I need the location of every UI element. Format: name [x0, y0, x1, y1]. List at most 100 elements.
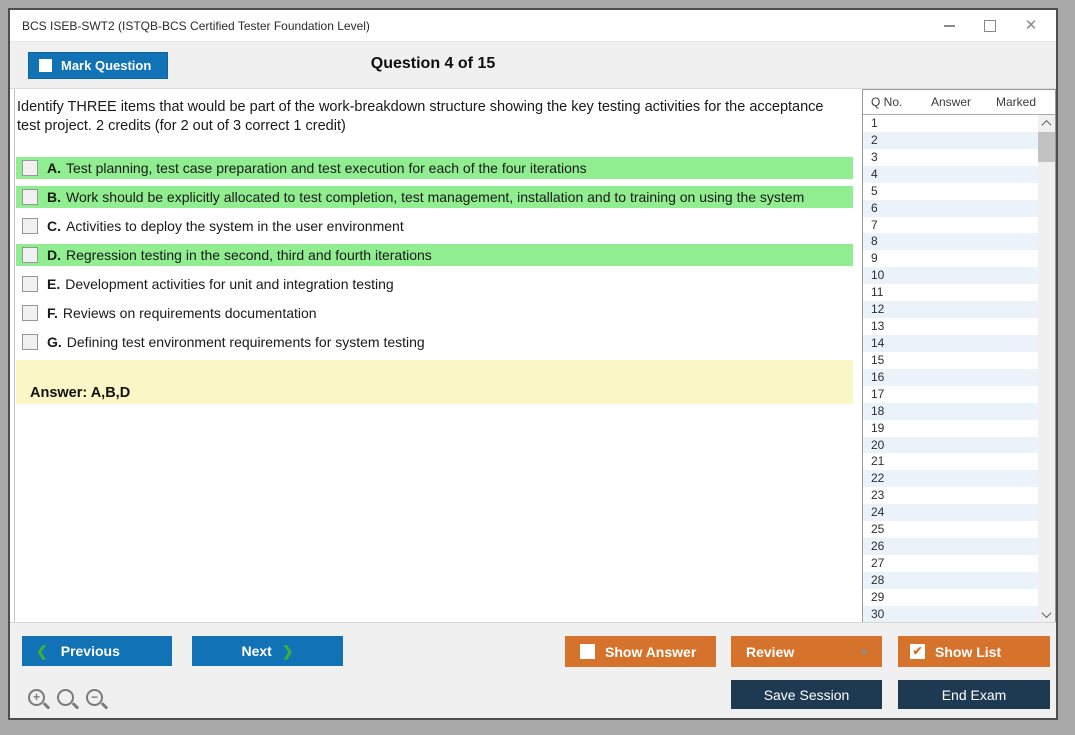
question-marked-cell [975, 453, 1030, 470]
option-checkbox[interactable] [22, 218, 38, 234]
question-list-row[interactable]: 30 [863, 605, 1038, 622]
question-list-row[interactable]: 29 [863, 589, 1038, 606]
question-list-row[interactable]: 16 [863, 368, 1038, 386]
question-answer-cell [915, 453, 975, 470]
option-row-a[interactable]: A. Test planning, test case preparation a… [16, 157, 853, 179]
question-list-row[interactable]: 7 [863, 217, 1038, 234]
zoom-out-icon[interactable]: − [86, 689, 103, 706]
question-marked-cell [975, 352, 1030, 369]
option-letter: D. [47, 247, 61, 263]
question-number: 25 [871, 522, 885, 537]
zoom-reset-icon[interactable] [57, 689, 74, 706]
option-row-c[interactable]: C. Activities to deploy the system in the… [16, 215, 853, 237]
zoom-in-icon[interactable]: + [28, 689, 45, 706]
question-number: 2 [871, 132, 878, 147]
question-list-row[interactable]: 14 [863, 334, 1038, 352]
option-checkbox[interactable] [22, 334, 38, 350]
question-text: Identify THREE items that would be part … [17, 99, 824, 134]
next-button[interactable]: Next ❯ [192, 636, 343, 666]
question-answer-cell [915, 115, 975, 132]
question-list-row[interactable]: 1 [863, 115, 1038, 132]
option-checkbox[interactable] [22, 247, 38, 263]
previous-button[interactable]: ❮ Previous [22, 636, 172, 666]
option-checkbox[interactable] [22, 189, 38, 205]
question-list-row[interactable]: 19 [863, 420, 1038, 437]
question-marked-cell [975, 301, 1030, 318]
scroll-down-icon[interactable] [1038, 606, 1055, 622]
scroll-up-icon[interactable] [1038, 115, 1055, 131]
question-number: 19 [871, 420, 885, 435]
save-session-button[interactable]: Save Session [731, 680, 882, 709]
maximize-icon[interactable] [983, 19, 997, 33]
answer-text: Answer: A,B,D [30, 385, 131, 401]
option-row-f[interactable]: F. Reviews on requirements documentation [16, 302, 853, 324]
question-number: 18 [871, 403, 885, 418]
option-checkbox[interactable] [22, 160, 38, 176]
question-list-row[interactable]: 8 [863, 233, 1038, 251]
show-list-checkbox[interactable]: ✔ [910, 644, 925, 659]
question-marked-cell [975, 420, 1030, 437]
question-list-row[interactable]: 10 [863, 267, 1038, 285]
question-number: 12 [871, 302, 885, 317]
option-checkbox[interactable] [22, 305, 38, 321]
question-list-row[interactable]: 21 [863, 453, 1038, 470]
question-list-row[interactable]: 15 [863, 352, 1038, 369]
question-answer-cell [915, 352, 975, 369]
question-panel: Identify THREE items that would be part … [14, 89, 853, 623]
question-list-row[interactable]: 11 [863, 284, 1038, 301]
end-exam-button[interactable]: End Exam [898, 680, 1050, 709]
question-list-row[interactable]: 4 [863, 165, 1038, 183]
option-row-g[interactable]: G. Defining test environment requirements… [16, 331, 853, 353]
question-list-row[interactable]: 13 [863, 318, 1038, 335]
question-list-row[interactable]: 9 [863, 250, 1038, 267]
question-list-row[interactable]: 28 [863, 571, 1038, 589]
question-number: 20 [871, 437, 885, 452]
question-list-row[interactable]: 6 [863, 199, 1038, 217]
question-list-row[interactable]: 17 [863, 386, 1038, 403]
question-list-row[interactable]: 2 [863, 131, 1038, 149]
mark-question-button[interactable]: Mark Question [28, 52, 168, 79]
question-list-row[interactable]: 12 [863, 301, 1038, 319]
question-number: 24 [871, 505, 885, 520]
question-counter: Question 4 of 15 [370, 55, 496, 72]
option-row-b[interactable]: B. Work should be explicitly allocated to… [16, 186, 853, 208]
option-text: Development activities for unit and inte… [65, 276, 394, 292]
question-answer-cell [915, 233, 975, 250]
mark-question-checkbox[interactable] [39, 59, 52, 72]
question-number: 8 [871, 234, 878, 249]
show-answer-button[interactable]: Show Answer [565, 636, 716, 667]
question-number: 14 [871, 335, 885, 350]
question-list-row[interactable]: 25 [863, 521, 1038, 538]
question-list-row[interactable]: 18 [863, 402, 1038, 420]
question-list-row[interactable]: 24 [863, 504, 1038, 522]
question-list-row[interactable]: 26 [863, 538, 1038, 555]
question-list-row[interactable]: 23 [863, 487, 1038, 504]
question-list-row[interactable]: 3 [863, 149, 1038, 166]
show-answer-checkbox[interactable] [580, 644, 595, 659]
question-list-row[interactable]: 22 [863, 470, 1038, 488]
question-marked-cell [975, 470, 1030, 487]
question-list-row[interactable]: 20 [863, 436, 1038, 454]
show-list-button[interactable]: ✔ Show List [898, 636, 1050, 667]
previous-label: Previous [60, 643, 120, 659]
option-row-d[interactable]: D. Regression testing in the second, thir… [16, 244, 853, 266]
close-icon[interactable]: ✕ [1024, 17, 1038, 34]
question-marked-cell [975, 538, 1030, 555]
option-checkbox[interactable] [22, 276, 38, 292]
question-list-row[interactable]: 5 [863, 183, 1038, 200]
question-answer-cell [915, 267, 975, 284]
column-marked: Marked [995, 95, 1036, 109]
window-controls: ✕ [942, 10, 1038, 42]
question-number: 16 [871, 369, 885, 384]
question-marked-cell [975, 217, 1030, 234]
end-exam-label: End Exam [941, 686, 1007, 703]
question-number: 10 [871, 268, 885, 283]
review-dropdown[interactable]: Review ▲ [731, 636, 882, 667]
question-list-row[interactable]: 27 [863, 555, 1038, 572]
scrollbar[interactable] [1038, 115, 1055, 622]
question-number: 6 [871, 200, 878, 215]
option-row-e[interactable]: E. Development activities for unit and in… [16, 273, 853, 295]
minimize-icon[interactable] [942, 19, 956, 33]
scrollbar-thumb[interactable] [1038, 132, 1055, 162]
window-title: BCS ISEB-SWT2 (ISTQB-BCS Certified Teste… [22, 19, 370, 33]
